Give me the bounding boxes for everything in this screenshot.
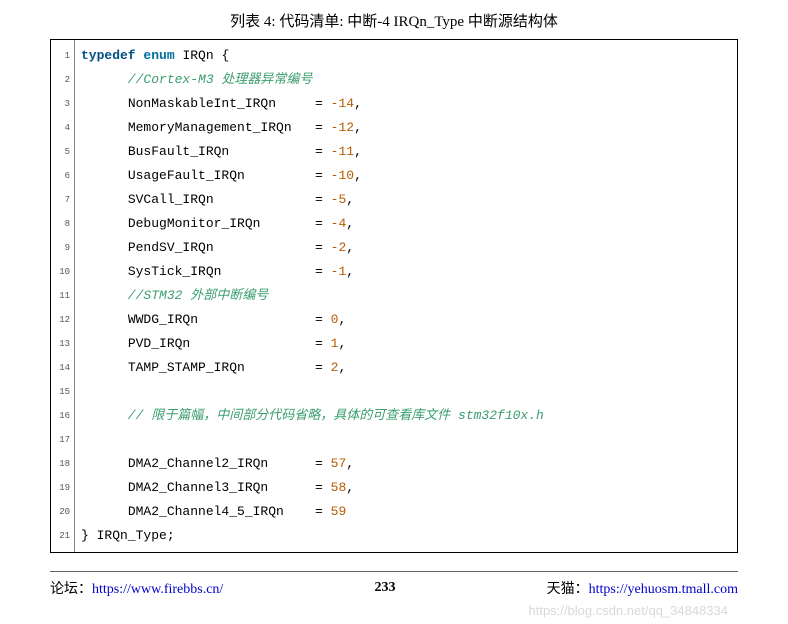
code-line: } IRQn_Type; [81,524,731,548]
footer-tmall: 天猫：https://yehuosm.tmall.com [547,578,738,598]
line-number: 10 [51,260,70,284]
line-number: 5 [51,140,70,164]
enum-member: MemoryManagement_IRQn [128,120,315,135]
code-line: SysTick_IRQn = -1, [81,260,731,284]
enum-value: 57 [331,456,347,471]
enum-member: SysTick_IRQn [128,264,315,279]
watermark: https://blog.csdn.net/qq_34848334 [529,603,729,618]
line-number: 7 [51,188,70,212]
code-line: typedef enum IRQn { [81,44,731,68]
enum-member: PVD_IRQn [128,336,315,351]
line-number: 13 [51,332,70,356]
enum-value: -14 [331,96,354,111]
code-line: DMA2_Channel2_IRQn = 57, [81,452,731,476]
page-number: 233 [374,580,395,596]
page-footer: 论坛：https://www.firebbs.cn/ 233 天猫：https:… [50,571,738,598]
enum-member: DMA2_Channel2_IRQn [128,456,315,471]
footer-tmall-label: 天猫： [547,582,589,597]
listing-title: 列表 4: 代码清单: 中断-4 IRQn_Type 中断源结构体 [50,10,738,31]
line-number: 18 [51,452,70,476]
line-number: 3 [51,92,70,116]
line-number: 14 [51,356,70,380]
line-number: 9 [51,236,70,260]
enum-value: -11 [331,144,354,159]
line-number: 6 [51,164,70,188]
line-number: 16 [51,404,70,428]
code-line: TAMP_STAMP_IRQn = 2, [81,356,731,380]
line-number: 8 [51,212,70,236]
enum-member: DMA2_Channel4_5_IRQn [128,504,315,519]
enum-value: -4 [331,216,347,231]
enum-value: 59 [331,504,347,519]
footer-forum-label: 论坛： [50,582,92,597]
code-comment: //Cortex-M3 处理器异常编号 [81,72,312,87]
code-comment: //STM32 外部中断编号 [81,288,268,303]
enum-member: SVCall_IRQn [128,192,315,207]
enum-member: WWDG_IRQn [128,312,315,327]
code-line: SVCall_IRQn = -5, [81,188,731,212]
code-line: UsageFault_IRQn = -10, [81,164,731,188]
code-line: DMA2_Channel3_IRQn = 58, [81,476,731,500]
code-line [81,428,731,452]
line-number: 17 [51,428,70,452]
code-comment: // 限于篇幅，中间部分代码省略，具体的可查看库文件 stm32f10x.h [81,408,544,423]
enum-value: -2 [331,240,347,255]
enum-member: UsageFault_IRQn [128,168,315,183]
enum-value: 58 [331,480,347,495]
code-line: DMA2_Channel4_5_IRQn = 59 [81,500,731,524]
footer-forum-link[interactable]: https://www.firebbs.cn/ [92,582,223,597]
line-number: 11 [51,284,70,308]
enum-value: -5 [331,192,347,207]
enum-member: BusFault_IRQn [128,144,315,159]
code-line: PendSV_IRQn = -2, [81,236,731,260]
code-line: //Cortex-M3 处理器异常编号 [81,68,731,92]
enum-value: -10 [331,168,354,183]
code-line: BusFault_IRQn = -11, [81,140,731,164]
line-number: 21 [51,524,70,548]
footer-tmall-link[interactable]: https://yehuosm.tmall.com [589,582,738,597]
enum-member: NonMaskableInt_IRQn [128,96,315,111]
code-line: WWDG_IRQn = 0, [81,308,731,332]
code-line: MemoryManagement_IRQn = -12, [81,116,731,140]
line-number: 12 [51,308,70,332]
enum-value: -12 [331,120,354,135]
line-number-gutter: 123456789101112131415161718192021 [51,40,75,552]
code-line: DebugMonitor_IRQn = -4, [81,212,731,236]
enum-member: DMA2_Channel3_IRQn [128,480,315,495]
line-number: 2 [51,68,70,92]
code-line [81,380,731,404]
line-number: 1 [51,44,70,68]
line-number: 19 [51,476,70,500]
footer-forum: 论坛：https://www.firebbs.cn/ [50,578,223,598]
code-line: //STM32 外部中断编号 [81,284,731,308]
enum-member: PendSV_IRQn [128,240,315,255]
line-number: 15 [51,380,70,404]
code-line: NonMaskableInt_IRQn = -14, [81,92,731,116]
code-line: PVD_IRQn = 1, [81,332,731,356]
code-line: // 限于篇幅，中间部分代码省略，具体的可查看库文件 stm32f10x.h [81,404,731,428]
code-listing: 123456789101112131415161718192021 typede… [50,39,738,553]
code-content: typedef enum IRQn { //Cortex-M3 处理器异常编号 … [75,40,737,552]
line-number: 4 [51,116,70,140]
enum-member: TAMP_STAMP_IRQn [128,360,315,375]
line-number: 20 [51,500,70,524]
enum-value: -1 [331,264,347,279]
enum-member: DebugMonitor_IRQn [128,216,315,231]
